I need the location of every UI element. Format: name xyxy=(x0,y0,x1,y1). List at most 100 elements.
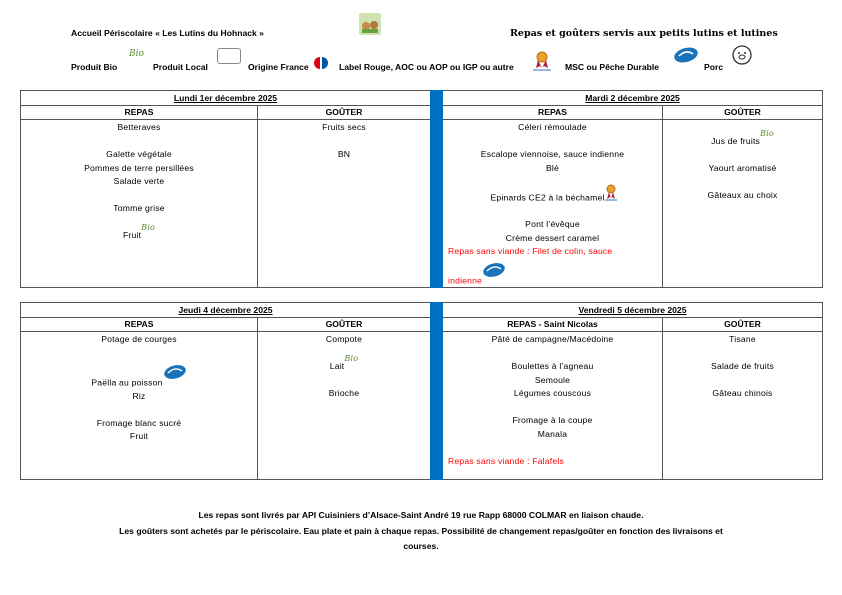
menu-item xyxy=(21,347,257,361)
france-flag-icon xyxy=(314,55,328,74)
column-header: REPAS xyxy=(21,317,257,332)
legend-msc-label: MSC ou Pêche Durable xyxy=(565,62,660,72)
menu-item-text: Riz xyxy=(132,390,146,401)
menu-item-text: Compote xyxy=(325,334,363,344)
menu-items: Tisane Salade de fruits Gâteau chinois xyxy=(663,332,822,401)
menu-item-text: Fromage à la coupe xyxy=(512,415,593,425)
menu-item-text: indienne xyxy=(448,275,483,286)
repas-column: REPAS - Saint Nicolas Pâté de campagne/Ma… xyxy=(443,317,662,479)
menu-item-text: Fromage blanc sucré xyxy=(96,417,182,428)
legend-porc-label: Porc xyxy=(704,62,724,72)
footer-line-2: Les goûters sont achetés par le périscol… xyxy=(119,526,723,536)
menu-item: Gâteau chinois xyxy=(663,387,822,401)
menu-item: Tomme grise xyxy=(21,202,257,216)
menu-item-text: BN xyxy=(337,149,351,159)
day-title: Jeudi 4 décembre 2025 xyxy=(21,303,430,318)
menu-item xyxy=(443,175,662,189)
menu-item-text: Escalope viennoise, sauce indienne xyxy=(480,149,625,159)
pig-icon xyxy=(731,44,753,70)
msc-fish-icon xyxy=(163,364,187,380)
menu-item xyxy=(443,347,662,361)
meatless-option: indienne xyxy=(443,263,662,288)
column-header: GOÛTER xyxy=(663,317,822,332)
label-rouge-medal-icon xyxy=(584,183,617,200)
day-title: Mardi 2 décembre 2025 xyxy=(443,91,822,106)
menu-item-text: Potage de courges xyxy=(101,334,177,344)
menu-item-text: Salade verte xyxy=(113,176,165,186)
menu-item: BN xyxy=(258,148,430,162)
page-title-left: Accueil Périscolaire « Les Lutins du Hoh… xyxy=(71,28,264,38)
menu-item xyxy=(21,189,257,203)
menu-item xyxy=(258,135,430,149)
repas-column: REPAS Céleri rémoulade Escalope viennoise,… xyxy=(443,105,662,287)
menu-item: Manala xyxy=(443,428,662,442)
menu-item-text: Blé xyxy=(545,162,560,173)
menu-items: Pâté de campagne/Macédoine Boulettes à l’… xyxy=(443,332,662,468)
menu-item-text: Tisane xyxy=(729,334,756,344)
gouter-column: GOÛTER Compote LaitBio Brioche xyxy=(257,317,430,479)
menu-item: FruitBio xyxy=(21,223,257,243)
bio-icon: Bio xyxy=(760,128,774,138)
separator-bar-bottom xyxy=(430,302,443,480)
menu-item-text: Repas sans viande : Filet de colin, sauc… xyxy=(448,246,613,256)
legend: Produit Bio Bio Produit Local Origine Fr… xyxy=(71,44,831,72)
menu-item: Semoule xyxy=(443,374,662,388)
menu-item: Galette végétale xyxy=(21,148,257,162)
gouter-column: GOÛTER Fruits secs BN xyxy=(257,105,430,287)
day-table: Lundi 1er décembre 2025 REPAS Betteraves Ga… xyxy=(20,90,431,288)
menu-item-text: Légumes couscous xyxy=(513,388,592,398)
label-rouge-medal-icon xyxy=(532,49,552,75)
day-table: Jeudi 4 décembre 2025 REPAS Potage de cour… xyxy=(20,302,431,480)
repas-column: REPAS Betteraves Galette végétale Pommes de… xyxy=(21,105,257,287)
menu-item-text: Salade de fruits xyxy=(711,361,774,371)
column-header: REPAS - Saint Nicolas xyxy=(443,317,662,332)
menu-item-text: Lait xyxy=(329,361,345,371)
menu-item: Salade verte xyxy=(21,175,257,189)
menu-item: Compote xyxy=(258,333,430,347)
menu-item: Céleri rémoulade xyxy=(443,121,662,135)
menu-item: Betteraves xyxy=(21,121,257,135)
menu-item xyxy=(21,216,257,230)
menu-item-text: Pâté de campagne/Macédoine xyxy=(491,334,614,344)
menu-item xyxy=(443,205,662,219)
menu-item: Fromage à la coupe xyxy=(443,414,662,428)
page-title-right: Repas et goûters servis aux petits lutin… xyxy=(510,28,778,39)
day-table: Mardi 2 décembre 2025 REPAS Céleri rémoula… xyxy=(442,90,823,288)
bio-icon: Bio xyxy=(344,354,359,363)
meatless-option xyxy=(443,259,662,273)
menu-item: Brioche xyxy=(258,387,430,401)
meatless-option: Repas sans viande : Filet de colin, sauc… xyxy=(443,245,662,259)
menu-item-text: Gâteaux au choix xyxy=(707,189,778,200)
menu-items: Compote LaitBio Brioche xyxy=(258,332,430,401)
menu-item: Potage de courges xyxy=(21,333,257,347)
day-table: Vendredi 5 décembre 2025 REPAS - Saint Ni… xyxy=(442,302,823,480)
menu-item: Boulettes à l’agneau xyxy=(443,360,662,374)
menu-item: Paëlla au poisson xyxy=(21,364,257,390)
separator-bar-top xyxy=(430,90,443,288)
msc-fish-icon xyxy=(482,262,506,278)
menu-items: Betteraves Galette végétale Pommes de terr… xyxy=(21,120,257,243)
footer-line-3: courses. xyxy=(403,541,439,551)
legend-label-rouge-label: Label Rouge, AOC ou AOP ou IGP ou autre xyxy=(339,62,514,72)
menu-item-text: Jus de fruits xyxy=(711,135,761,146)
menu-items: Jus de fruitsBio Yaourt aromatisé Gâteaux … xyxy=(663,120,822,202)
menu-item-text: Gâteau chinois xyxy=(712,388,773,398)
menu-item-text: Fruit xyxy=(129,431,149,441)
menu-item: LaitBio xyxy=(258,354,430,374)
bio-icon: Bio xyxy=(129,49,144,59)
menu-item: Salade de fruits xyxy=(663,360,822,374)
menu-item-text: Brioche xyxy=(328,388,360,398)
gouter-column: GOÛTER Tisane Salade de fruits Gâteau chino… xyxy=(662,317,822,479)
menu-item: Légumes couscous xyxy=(443,387,662,401)
menu-item-text: Tomme grise xyxy=(113,203,165,213)
menu-items: Fruits secs BN xyxy=(258,120,430,162)
menu-item: Pâté de campagne/Macédoine xyxy=(443,333,662,347)
menu-item: Crème dessert caramel xyxy=(443,232,662,246)
menu-item-text: Pommes de terre persillées xyxy=(84,162,194,173)
menu-item xyxy=(663,347,822,361)
column-header: REPAS xyxy=(21,105,257,120)
menu-item: Fruit xyxy=(21,430,257,444)
column-header: GOÛTER xyxy=(258,317,430,332)
menu-item xyxy=(663,148,822,162)
bio-icon: Bio xyxy=(141,223,156,232)
